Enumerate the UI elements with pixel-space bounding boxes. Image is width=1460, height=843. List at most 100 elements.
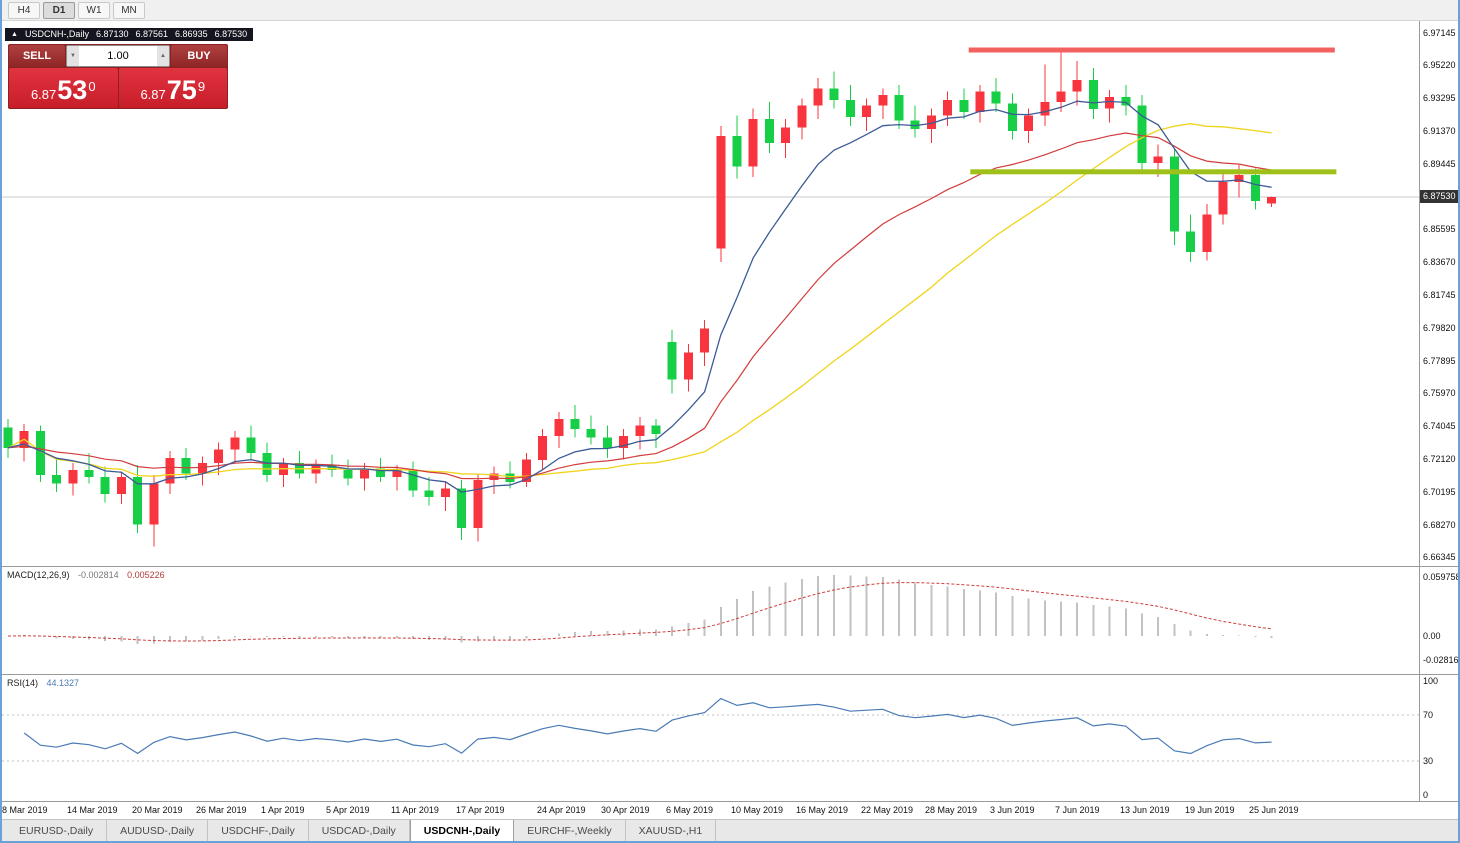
collapse-arrow-icon[interactable]: ▲ bbox=[11, 31, 18, 38]
ma-red-mid bbox=[7, 132, 1272, 480]
date-axis-label: 28 May 2019 bbox=[925, 805, 978, 815]
macd-panel-chart[interactable] bbox=[2, 567, 1419, 674]
date-axis-label: 26 Mar 2019 bbox=[196, 805, 247, 815]
chart-tab-bar: EURUSD-,Daily AUDUSD-,Daily USDCHF-,Daily U… bbox=[2, 819, 1458, 841]
candlesticks bbox=[3, 50, 1277, 547]
price-axis-label: 6.74045 bbox=[1423, 421, 1456, 432]
buy-button[interactable]: BUY bbox=[171, 45, 227, 67]
rsi-axis-label: 30 bbox=[1423, 755, 1434, 766]
date-axis-label: 24 Apr 2019 bbox=[537, 805, 586, 815]
sell-price-main: 53 bbox=[57, 75, 88, 105]
current-price-tag: 6.87530 bbox=[1420, 190, 1458, 204]
rsi-line bbox=[23, 697, 1272, 755]
date-axis-label: 13 Jun 2019 bbox=[1120, 805, 1170, 815]
timeframe-button-h4[interactable]: H4 bbox=[8, 1, 40, 19]
chart-tab-usdcad-daily[interactable]: USDCAD-,Daily bbox=[309, 820, 410, 841]
rsi-panel-chart[interactable] bbox=[2, 675, 1419, 801]
macd-main-value: -0.002814 bbox=[78, 570, 119, 580]
buy-price-main: 75 bbox=[166, 75, 197, 105]
price-axis-label: 6.75970 bbox=[1423, 388, 1456, 399]
sell-button[interactable]: SELL bbox=[9, 45, 65, 67]
date-axis-label: 3 Jun 2019 bbox=[990, 805, 1035, 815]
rsi-axis-label: 100 bbox=[1423, 675, 1439, 686]
date-axis-label: 1 Apr 2019 bbox=[261, 805, 305, 815]
one-click-trading-widget: SELL ▼ 1.00 ▲ BUY 6.87 53 0 6.87 75 9 bbox=[8, 44, 228, 109]
price-axis-label: 6.93295 bbox=[1423, 93, 1456, 104]
sell-price-prefix: 6.87 bbox=[30, 87, 57, 102]
ohlc-low: 6.86935 bbox=[175, 29, 208, 39]
chart-tab-xauusd-h1[interactable]: XAUUSD-,H1 bbox=[626, 820, 717, 841]
timeframe-button-w1[interactable]: W1 bbox=[78, 1, 110, 19]
buy-price-pipette: 9 bbox=[197, 79, 206, 94]
date-axis-label: 20 Mar 2019 bbox=[132, 805, 183, 815]
ma-yellow-slow bbox=[7, 123, 1272, 478]
rsi-axis-label: 70 bbox=[1423, 709, 1434, 720]
ohlc-open: 6.87130 bbox=[95, 29, 129, 39]
date-axis-label: 30 Apr 2019 bbox=[601, 805, 650, 815]
price-axis-label: 6.79820 bbox=[1423, 322, 1456, 333]
price-axis-label: 6.85595 bbox=[1423, 224, 1456, 235]
ohlc-close: 6.87530 bbox=[214, 29, 248, 39]
buy-price-prefix: 6.87 bbox=[140, 87, 166, 102]
date-axis-label: 7 Jun 2019 bbox=[1055, 805, 1100, 815]
price-axis-label: 6.72120 bbox=[1423, 453, 1456, 464]
volume-control: ▼ 1.00 ▲ bbox=[66, 45, 170, 67]
macd-header: MACD(12,26,9) -0.002814 0.005226 bbox=[7, 570, 165, 580]
macd-axis-label: 0.059758 bbox=[1423, 571, 1460, 582]
timeframe-button-mn[interactable]: MN bbox=[113, 1, 145, 19]
ohlc-high: 6.87561 bbox=[135, 29, 169, 39]
price-axis-label: 6.70195 bbox=[1423, 486, 1456, 497]
chart-tab-usdcnh-daily[interactable]: USDCNH-,Daily bbox=[409, 820, 515, 841]
chart-tab-eurusd-daily[interactable]: EURUSD-,Daily bbox=[6, 820, 108, 841]
rsi-title: RSI(14) bbox=[7, 678, 39, 688]
chart-tab-audusd-daily[interactable]: AUDUSD-,Daily bbox=[107, 820, 209, 841]
macd-axis-label: -0.02816 bbox=[1423, 654, 1459, 665]
macd-axis-label: 0.00 bbox=[1423, 630, 1441, 641]
panel-resize-divider[interactable] bbox=[2, 566, 1458, 567]
date-axis-label: 19 Jun 2019 bbox=[1185, 805, 1235, 815]
chart-tab-eurchf-weekly[interactable]: EURCHF-,Weekly bbox=[514, 820, 626, 841]
volume-increase-icon[interactable]: ▲ bbox=[157, 46, 169, 66]
price-axis-label: 6.83670 bbox=[1423, 257, 1456, 268]
chart-body: 6.87530 6.97145 6.95220 6.93295 6.91370 6.89… bbox=[2, 21, 1458, 801]
support-trendline[interactable] bbox=[970, 169, 1337, 175]
time-axis[interactable]: 8 Mar 2019 14 Mar 2019 20 Mar 2019 26 Mar 2… bbox=[2, 801, 1458, 819]
price-axis-label: 6.95220 bbox=[1423, 60, 1456, 71]
timeframe-toolbar: H4 D1 W1 MN bbox=[2, 0, 1458, 21]
date-axis-label: 11 Apr 2019 bbox=[391, 805, 439, 815]
macd-signal-line bbox=[7, 582, 1272, 642]
price-axis-label: 6.66345 bbox=[1423, 552, 1456, 563]
price-axis-label: 6.77895 bbox=[1423, 355, 1456, 366]
date-axis-label: 8 Mar 2019 bbox=[2, 805, 48, 815]
rsi-header: RSI(14) 44.1327 bbox=[7, 678, 79, 688]
date-axis-label: 17 Apr 2019 bbox=[456, 805, 505, 815]
macd-title: MACD(12,26,9) bbox=[7, 570, 70, 580]
date-axis-label: 10 May 2019 bbox=[731, 805, 784, 815]
chart-tab-usdchf-daily[interactable]: USDCHF-,Daily bbox=[208, 820, 309, 841]
sell-price-pipette: 0 bbox=[88, 79, 96, 94]
rsi-axis-label: 0 bbox=[1423, 789, 1429, 800]
panel-resize-divider[interactable] bbox=[2, 674, 1458, 675]
date-axis-label: 22 May 2019 bbox=[861, 805, 914, 815]
main-chart[interactable] bbox=[2, 21, 1419, 566]
price-axis[interactable]: 6.87530 6.97145 6.95220 6.93295 6.91370 6.89… bbox=[1419, 21, 1460, 801]
price-axis-label: 6.81745 bbox=[1423, 289, 1456, 300]
ma-blue-fast bbox=[7, 100, 1272, 493]
volume-input[interactable]: 1.00 bbox=[107, 50, 129, 62]
rsi-value: 44.1327 bbox=[46, 678, 80, 688]
date-axis-label: 16 May 2019 bbox=[796, 805, 849, 815]
price-axis-label: 6.68270 bbox=[1423, 519, 1456, 530]
resistance-trendline[interactable] bbox=[968, 47, 1335, 53]
price-axis-label: 6.97145 bbox=[1423, 27, 1456, 38]
timeframe-button-d1[interactable]: D1 bbox=[43, 1, 75, 19]
sell-price-box[interactable]: 6.87 53 0 bbox=[9, 68, 118, 108]
symbol-info-bar: ▲ USDCNH-,Daily 6.87130 6.87561 6.86935 … bbox=[5, 28, 254, 41]
date-axis-label: 6 May 2019 bbox=[666, 805, 714, 815]
date-axis-label: 14 Mar 2019 bbox=[67, 805, 118, 815]
volume-decrease-icon[interactable]: ▼ bbox=[67, 46, 79, 66]
price-axis-label: 6.91370 bbox=[1423, 125, 1456, 136]
date-axis-label: 25 Jun 2019 bbox=[1249, 805, 1299, 815]
buy-price-box[interactable]: 6.87 75 9 bbox=[118, 68, 227, 108]
date-axis-label: 5 Apr 2019 bbox=[326, 805, 370, 815]
